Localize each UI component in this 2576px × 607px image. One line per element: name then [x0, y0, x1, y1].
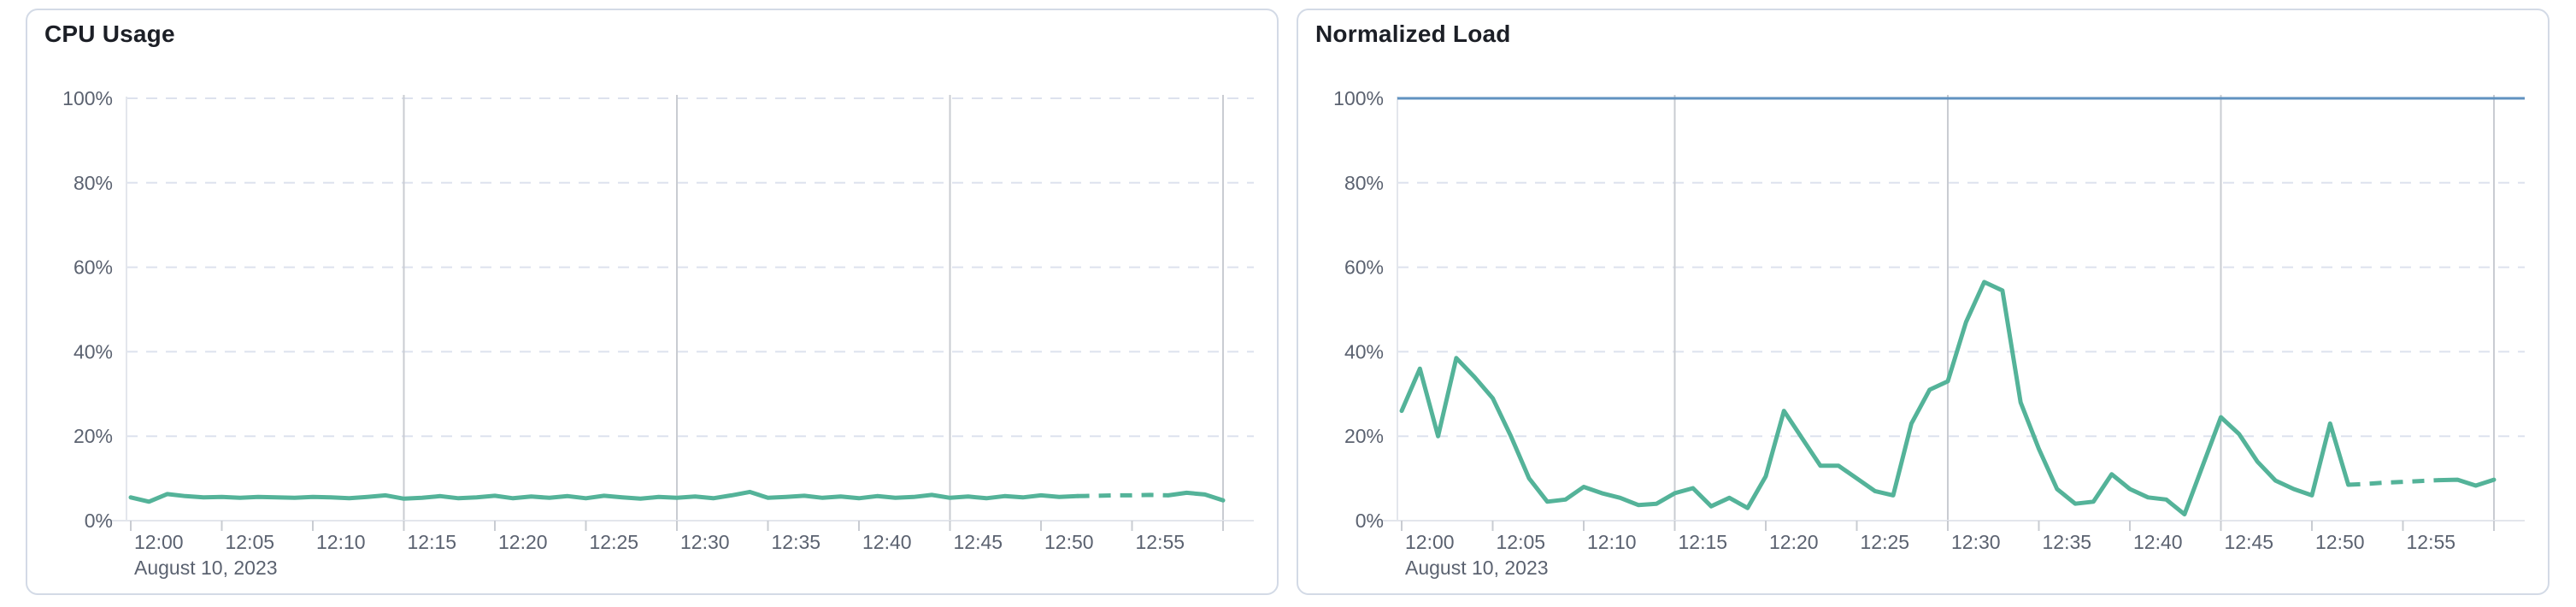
y-tick-label: 60% — [74, 256, 113, 279]
x-tick-label: 12:40 — [862, 531, 912, 553]
x-tick-label: 12:25 — [590, 531, 639, 553]
x-tick-label: 12:15 — [408, 531, 457, 553]
x-tick-label: 12:30 — [680, 531, 730, 553]
x-tick-label: 12:45 — [2225, 531, 2274, 553]
x-tick-label: 12:00 — [134, 531, 184, 553]
x-tick-label: 12:45 — [954, 531, 1003, 553]
x-tick-label: 12:20 — [1769, 531, 1819, 553]
x-tick-label: 12:05 — [226, 531, 275, 553]
x-tick-label: 12:50 — [2315, 531, 2365, 553]
panel-title-cpu-usage: CPU Usage — [44, 21, 175, 47]
y-tick-label: 0% — [85, 510, 113, 532]
y-tick-label: 80% — [1344, 172, 1384, 194]
x-tick-label: 12:00 — [1405, 531, 1455, 553]
panel-normalized-load: 12:00 12:05 12:10 12:15 12:20 12:25 12:30 12:35… — [1297, 9, 2550, 595]
x-axis-date-label: August 10, 2023 — [134, 557, 278, 579]
series-line-solid — [1399, 280, 2351, 517]
x-tick-label: 12:10 — [316, 531, 366, 553]
x-tick-label: 12:55 — [1136, 531, 1185, 553]
y-tick-label: 20% — [1344, 425, 1384, 447]
y-tick-label: 100% — [1333, 87, 1384, 109]
x-tick-label: 12:30 — [1951, 531, 2001, 553]
series-line-solid — [128, 489, 1080, 504]
x-tick-label: 12:15 — [1679, 531, 1728, 553]
y-tick-label: 100% — [62, 87, 113, 109]
y-tick-label: 40% — [74, 340, 113, 362]
x-tick-label: 12:40 — [2133, 531, 2183, 553]
x-tick-label: 12:55 — [2407, 531, 2456, 553]
x-tick-label: 12:50 — [1044, 531, 1094, 553]
x-tick-label: 12:25 — [1861, 531, 1910, 553]
panel-cpu-usage: 12:00 12:05 12:10 12:15 12:20 12:25 12:30 12:35… — [26, 9, 1279, 595]
series-line-dashed-projection — [1077, 492, 1169, 498]
normalized-load-chart-canvas[interactable]: 12:00 12:05 12:10 12:15 12:20 12:25 12:30 12:35… — [1298, 10, 2548, 593]
y-tick-label: 40% — [1344, 340, 1384, 362]
y-tick-label: 20% — [74, 425, 113, 447]
series-line-solid-tail — [1166, 490, 1226, 503]
series-line-solid-tail — [2437, 477, 2497, 488]
x-tick-label: 12:05 — [1497, 531, 1546, 553]
x-tick-label: 12:35 — [2043, 531, 2092, 553]
x-axis-date-label: August 10, 2023 — [1405, 557, 1549, 579]
x-tick-label: 12:10 — [1587, 531, 1637, 553]
y-tick-label: 60% — [1344, 256, 1384, 279]
x-tick-label: 12:20 — [498, 531, 548, 553]
y-tick-label: 0% — [1356, 510, 1384, 532]
cpu-usage-chart-canvas[interactable]: 12:00 12:05 12:10 12:15 12:20 12:25 12:30 12:35… — [27, 10, 1277, 593]
x-tick-label: 12:35 — [772, 531, 821, 553]
series-line-dashed-projection — [2348, 478, 2440, 487]
panel-title-normalized-load: Normalized Load — [1315, 21, 1511, 47]
y-tick-label: 80% — [74, 172, 113, 194]
